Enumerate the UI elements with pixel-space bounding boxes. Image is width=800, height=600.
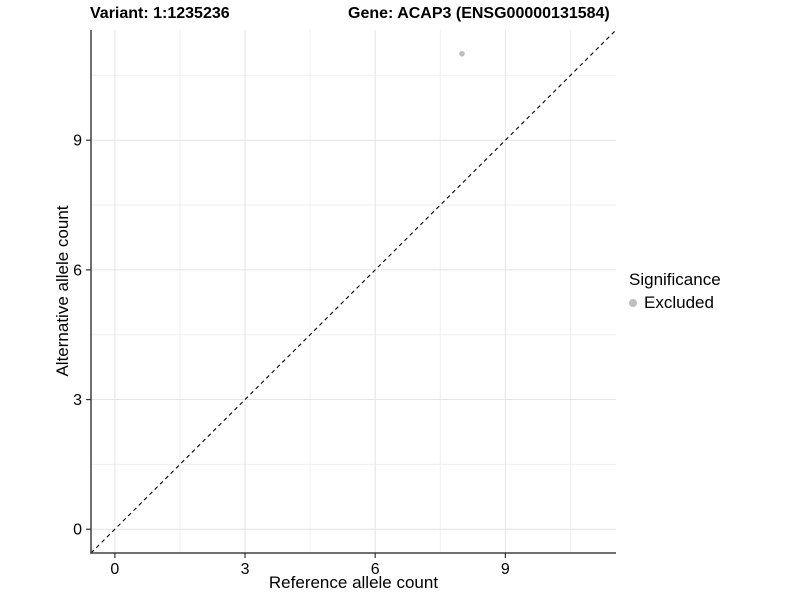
x-axis-title: Reference allele count [268,573,439,592]
x-tick-label: 6 [371,561,380,578]
x-tick-label: 9 [501,561,510,578]
y-axis-title: Alternative allele count [53,205,72,377]
excluded-circle-icon [629,299,637,307]
identity-dashed-line [90,29,617,554]
legend-item-label: Excluded [644,293,714,312]
y-tick-label: 6 [73,262,82,279]
legend-item-excluded: Excluded [629,293,721,313]
plot-title-variant: Variant: 1:1235236 [90,5,230,22]
y-tick-label: 9 [73,133,82,150]
x-tick-label: 3 [241,561,250,578]
plot-title-gene: Gene: ACAP3 (ENSG00000131584) [348,5,610,22]
legend: Significance Excluded [629,270,721,313]
y-tick-label: 0 [73,522,82,539]
data-point [459,50,465,57]
y-tick-label: 3 [73,392,82,409]
x-tick-label: 0 [110,561,119,578]
legend-title: Significance [629,270,721,289]
